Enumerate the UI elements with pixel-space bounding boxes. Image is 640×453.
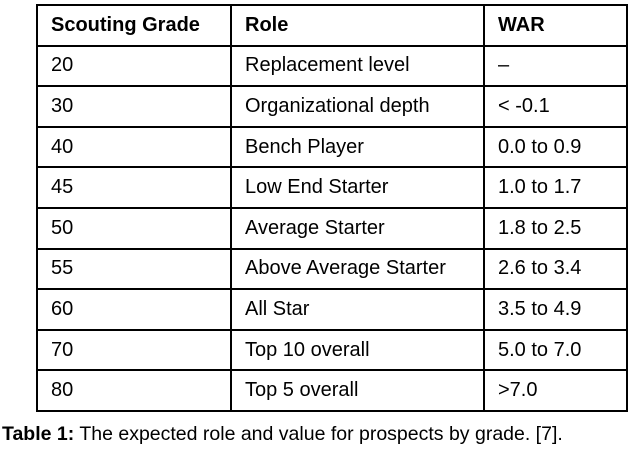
cell-war: 0.0 to 0.9: [483, 125, 628, 169]
cell-war: >7.0: [483, 369, 628, 412]
cell-grade: 60: [36, 288, 232, 331]
column-header-role: Role: [230, 4, 485, 47]
table-row: 60 All Star 3.5 to 4.9: [36, 288, 628, 331]
table-caption-label: Table 1:: [2, 423, 75, 445]
table-row: 30 Organizational depth < -0.1: [36, 85, 628, 128]
column-header-scouting-grade: Scouting Grade: [36, 4, 232, 47]
cell-grade: 70: [36, 328, 232, 372]
table-row: 45 Low End Starter 1.0 to 1.7: [36, 166, 628, 209]
cell-war: 1.0 to 1.7: [483, 166, 628, 209]
column-header-war: WAR: [483, 4, 628, 47]
table-caption-text: The expected role and value for prospect…: [79, 423, 563, 445]
cell-grade: 80: [36, 369, 232, 412]
cell-war: < -0.1: [483, 85, 628, 128]
cell-role: Top 10 overall: [230, 328, 485, 372]
cell-grade: 55: [36, 247, 232, 291]
table-row: 50 Average Starter 1.8 to 2.5: [36, 206, 628, 250]
table-row: 40 Bench Player 0.0 to 0.9: [36, 125, 628, 169]
cell-war: 1.8 to 2.5: [483, 206, 628, 250]
cell-grade: 20: [36, 44, 232, 88]
cell-war: 3.5 to 4.9: [483, 288, 628, 331]
table-header-row: Scouting Grade Role WAR: [36, 4, 628, 47]
cell-grade: 45: [36, 166, 232, 209]
cell-role: Average Starter: [230, 206, 485, 250]
table-row: 80 Top 5 overall >7.0: [36, 369, 628, 412]
cell-role: Top 5 overall: [230, 369, 485, 412]
cell-role: Replacement level: [230, 44, 485, 88]
prospect-grade-table: Scouting Grade Role WAR 20 Replacement l…: [36, 4, 628, 412]
cell-war: –: [483, 44, 628, 88]
table-caption: Table 1: The expected role and value for…: [2, 423, 640, 446]
cell-war: 5.0 to 7.0: [483, 328, 628, 372]
table-row: 70 Top 10 overall 5.0 to 7.0: [36, 328, 628, 372]
cell-war: 2.6 to 3.4: [483, 247, 628, 291]
cell-role: All Star: [230, 288, 485, 331]
cell-grade: 40: [36, 125, 232, 169]
table-row: 20 Replacement level –: [36, 44, 628, 88]
cell-role: Bench Player: [230, 125, 485, 169]
cell-grade: 50: [36, 206, 232, 250]
cell-role: Above Average Starter: [230, 247, 485, 291]
cell-role: Organizational depth: [230, 85, 485, 128]
cell-grade: 30: [36, 85, 232, 128]
table-row: 55 Above Average Starter 2.6 to 3.4: [36, 247, 628, 291]
cell-role: Low End Starter: [230, 166, 485, 209]
